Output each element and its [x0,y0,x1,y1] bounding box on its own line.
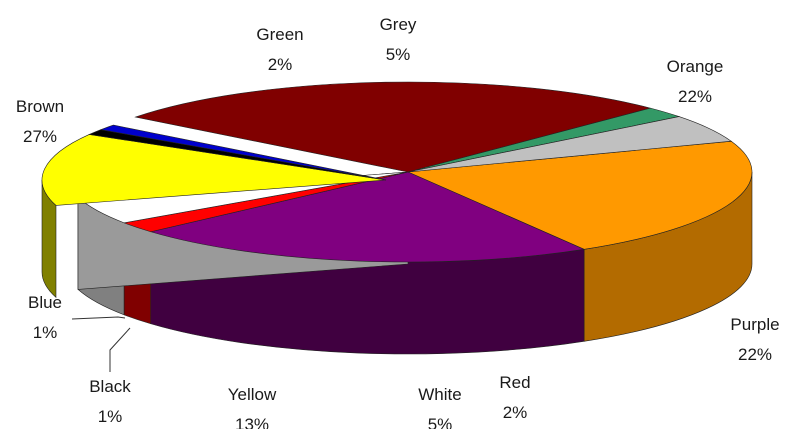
slice-blue [99,124,387,181]
label-orange: Orange 22% [667,57,724,106]
label-purple: Purple 22% [730,315,779,364]
label-green: Green 2% [256,25,303,74]
label-blue: Blue 1% [28,293,62,342]
leader-blue [71,316,126,320]
label-brown: Brown 27% [16,97,64,146]
label-black: Black 1% [89,377,131,426]
pie-top-faces [41,81,753,263]
slice-brown [134,81,652,173]
leader-black [109,327,131,372]
slice-yellow [41,134,387,206]
label-white: White 5% [418,385,461,429]
slice-labels: Orange 22% Purple 22% Red 2% White 5% Yellow 13% B… [16,15,780,429]
slice-grey [407,116,733,173]
slice-purple [149,171,586,263]
label-yellow: Yellow 13% [228,385,277,429]
label-red: Red 2% [499,373,530,422]
leader-lines [71,316,131,372]
label-grey: Grey 5% [380,15,417,64]
slice-orange [406,140,753,250]
